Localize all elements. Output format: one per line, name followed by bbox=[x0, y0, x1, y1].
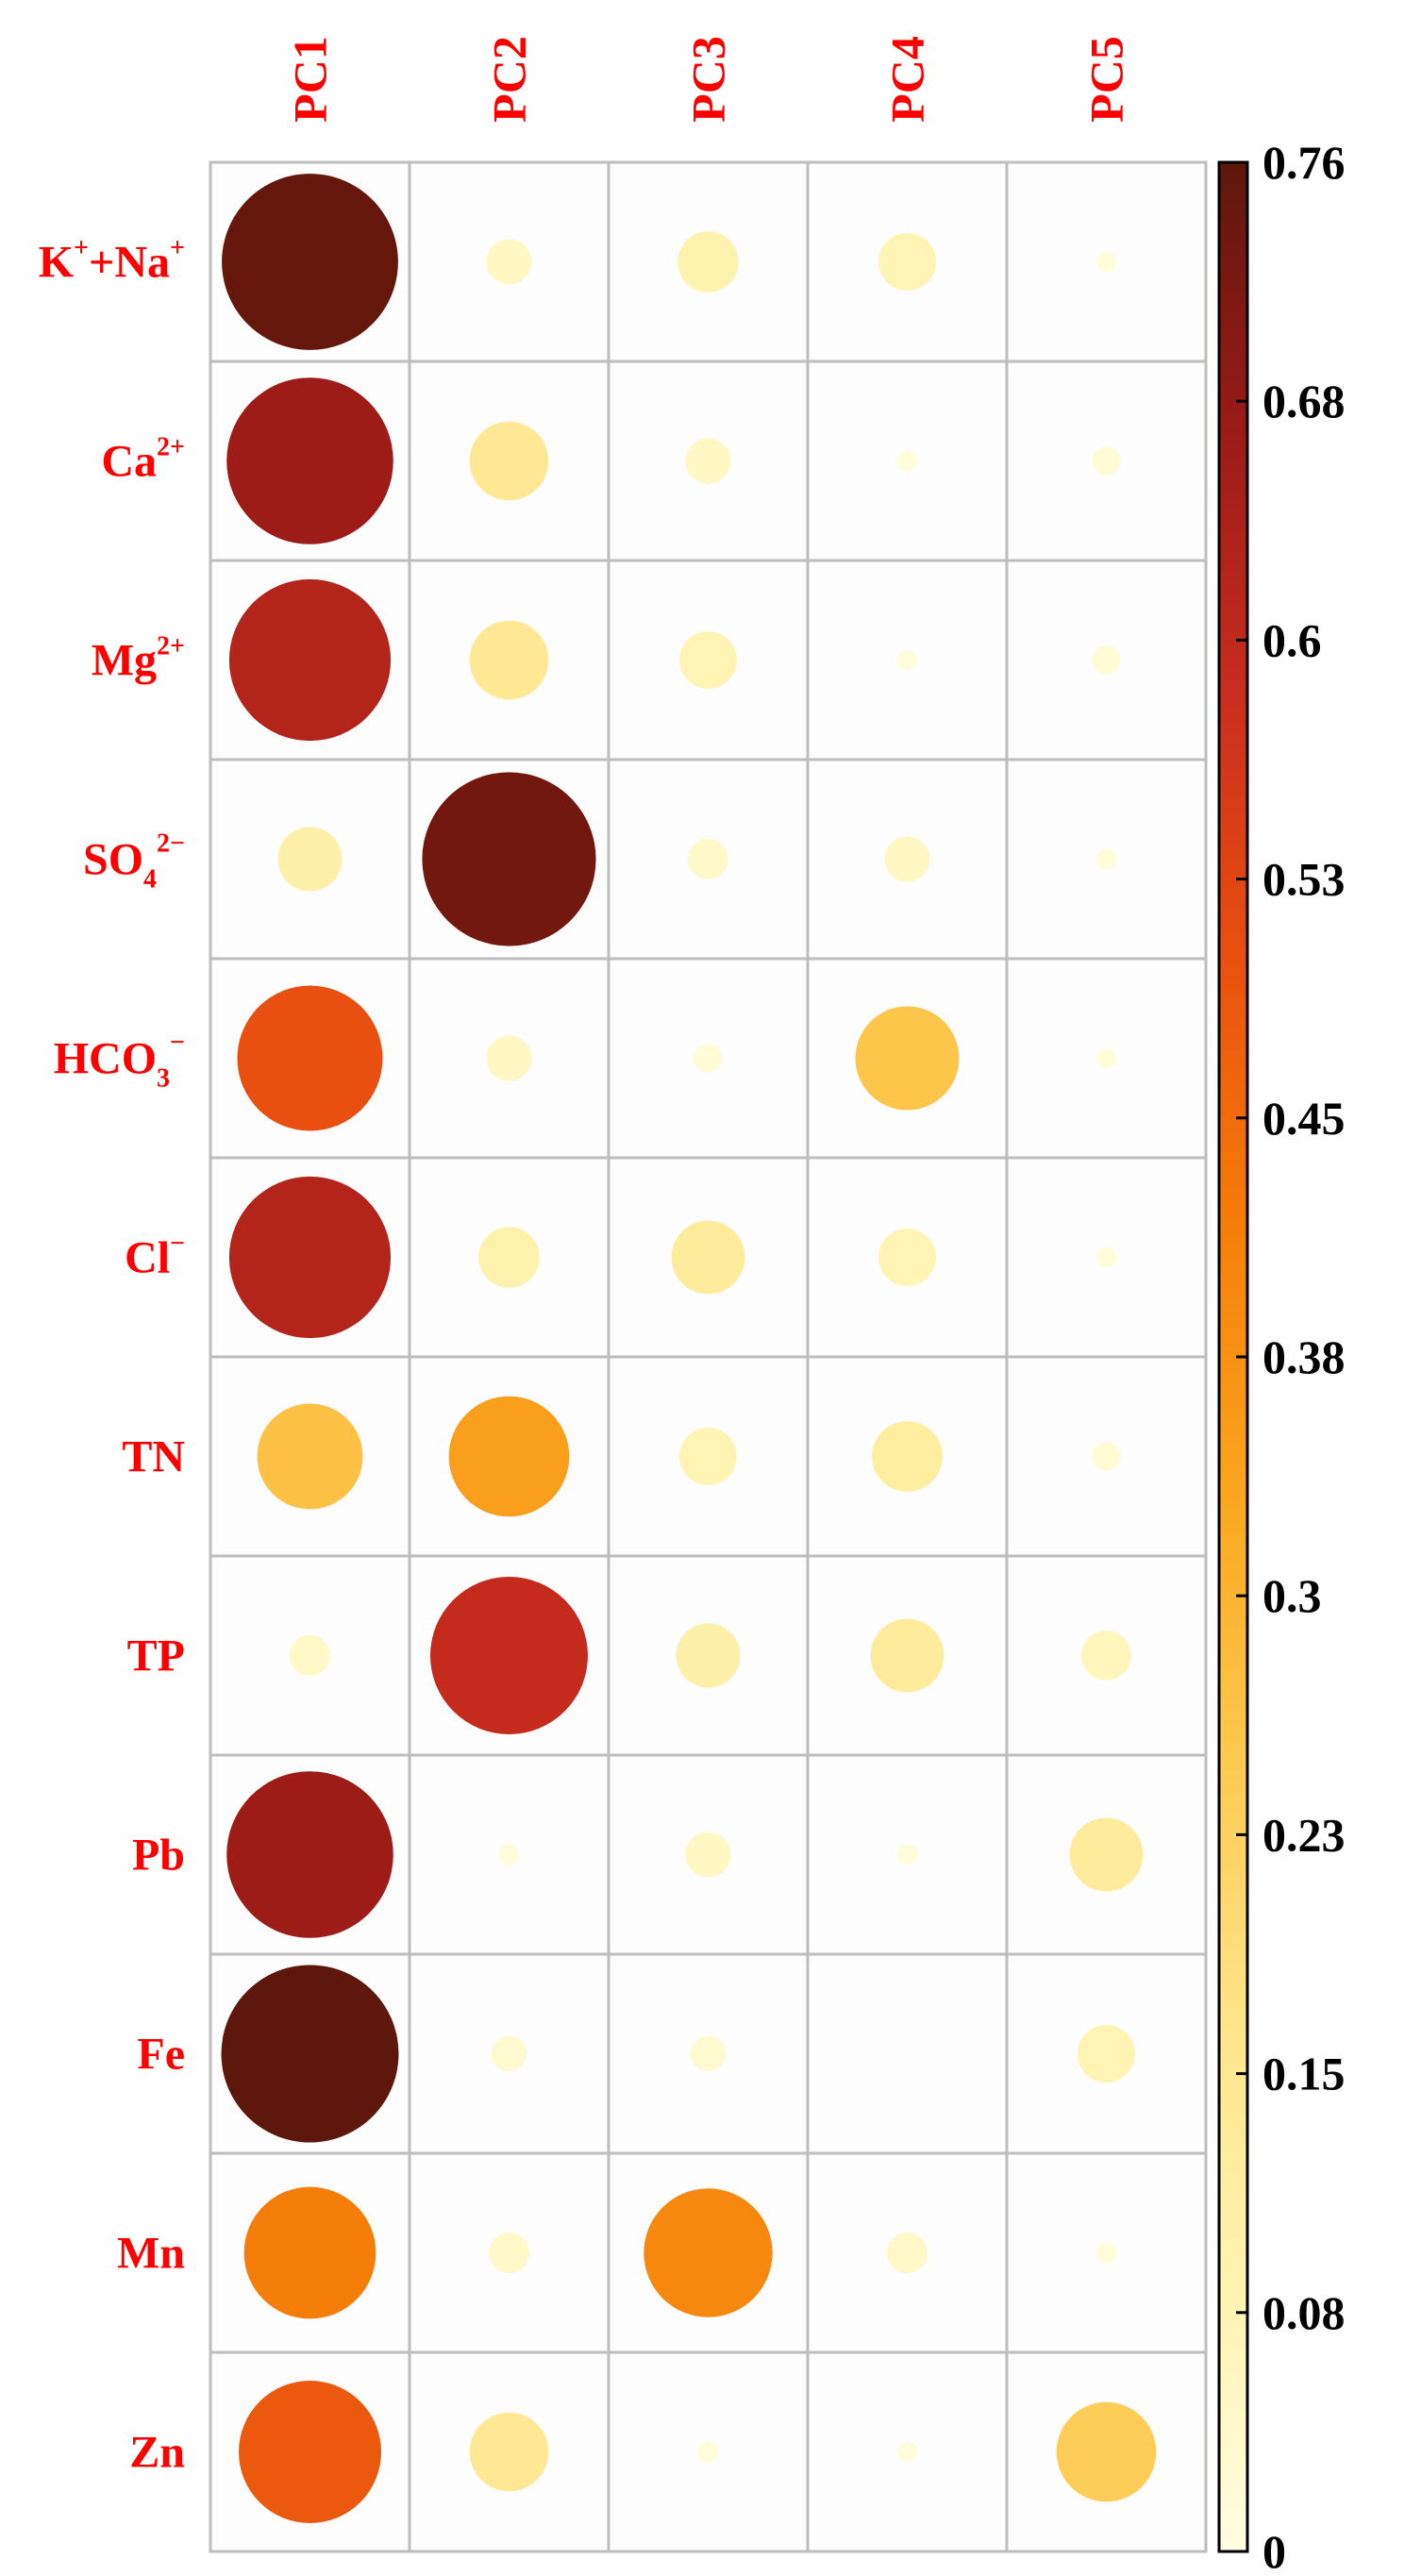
bubble-pc2-row-10 bbox=[491, 2035, 527, 2072]
bubble-pc1-row-11 bbox=[243, 2186, 376, 2319]
bubble-pc1-row-6 bbox=[228, 1176, 392, 1339]
grid-cell bbox=[1005, 559, 1208, 761]
bubble-pc4-row-12 bbox=[896, 2441, 918, 2463]
bubble-pc2-row-7 bbox=[448, 1396, 570, 1517]
colorbar: 0.76 0.68 0.6 0.53 0.45 0.38 0.3 0.23 0.15 0.08 0 bbox=[1217, 136, 1346, 2576]
colorbar-tick-label: 0 bbox=[1262, 2525, 1286, 2576]
bubble-pc3-row-7 bbox=[679, 1428, 737, 1485]
bubble-pc3-row-4 bbox=[687, 838, 729, 880]
grid-cell bbox=[607, 360, 810, 562]
bubble-pc3-row-1 bbox=[677, 231, 739, 293]
bubble-pc3-row-6 bbox=[671, 1220, 745, 1295]
bubble-pc2-row-4 bbox=[422, 772, 596, 946]
bubble-pc1-row-9 bbox=[226, 1771, 393, 1938]
bubble-pc1-row-5 bbox=[237, 985, 383, 1131]
bubble-pc2-row-2 bbox=[469, 421, 549, 501]
column-label-pc1: PC1 bbox=[284, 36, 337, 123]
colorbar-tick-label: 0.23 bbox=[1262, 1808, 1346, 1861]
bubble-pc1-row-4 bbox=[277, 827, 343, 892]
grid-cell bbox=[408, 957, 610, 1160]
bubble-pc4-row-2 bbox=[896, 450, 918, 472]
bubble-pc1-row-10 bbox=[221, 1965, 399, 2143]
bubble-pc2-row-5 bbox=[486, 1035, 532, 1081]
bubble-pc5-row-4 bbox=[1095, 848, 1117, 870]
row-label: Ca2+ bbox=[101, 433, 185, 487]
bubble-pc2-row-8 bbox=[430, 1577, 588, 1734]
bubble-pc4-row-4 bbox=[884, 836, 930, 882]
row-label: K++Na+ bbox=[39, 234, 185, 288]
bubble-pc2-row-3 bbox=[469, 620, 549, 700]
row-label: TN bbox=[122, 1432, 185, 1482]
bubble-pc5-row-12 bbox=[1056, 2401, 1157, 2502]
bubble-pc3-row-12 bbox=[697, 2441, 719, 2463]
colorbar-tick-label: 0.6 bbox=[1262, 613, 1322, 666]
bubble-pc3-row-3 bbox=[679, 631, 737, 689]
grid-cell bbox=[806, 559, 1009, 761]
row-labels: K++Na+ Ca2+ Mg2+ SO42− HCO3− Cl− TN TP Pb Fe Mn Zn bbox=[39, 234, 186, 2478]
column-label-pc3: PC3 bbox=[682, 36, 735, 123]
bubble-pc3-row-11 bbox=[644, 2188, 773, 2317]
column-label-pc5: PC5 bbox=[1080, 36, 1133, 123]
bubbles bbox=[221, 174, 1157, 2523]
bubble-pc5-row-3 bbox=[1092, 645, 1121, 675]
colorbar-tick-label: 0.08 bbox=[1262, 2286, 1346, 2339]
column-label-pc4: PC4 bbox=[881, 36, 934, 123]
bubble-pc4-row-6 bbox=[878, 1229, 936, 1286]
row-label: Mg2+ bbox=[92, 632, 185, 686]
grid-cell bbox=[806, 1952, 1009, 2155]
bubble-pc2-row-12 bbox=[469, 2412, 549, 2492]
colorbar-tick-label: 0.76 bbox=[1262, 136, 1346, 189]
colorbar-tick-label: 0.45 bbox=[1262, 1092, 1346, 1145]
bubble-pc1-row-12 bbox=[239, 2381, 381, 2523]
bubble-pc4-row-5 bbox=[855, 1006, 960, 1111]
bubble-pc1-row-8 bbox=[289, 1634, 331, 1677]
bubble-pc5-row-10 bbox=[1078, 2025, 1135, 2083]
bubble-pc5-row-5 bbox=[1095, 1047, 1117, 1069]
bubble-pc5-row-8 bbox=[1081, 1631, 1131, 1681]
bubble-pc4-row-9 bbox=[896, 1844, 918, 1865]
grid-cell bbox=[806, 1554, 1009, 1757]
bubble-pc5-row-6 bbox=[1095, 1246, 1117, 1268]
bubble-pc1-row-2 bbox=[226, 377, 393, 544]
row-label: Pb bbox=[132, 1831, 185, 1881]
row-label: Mn bbox=[117, 2229, 185, 2279]
row-label: Cl− bbox=[125, 1229, 185, 1283]
row-label: Zn bbox=[129, 2428, 185, 2478]
bubble-pc1-row-3 bbox=[228, 578, 392, 742]
bubble-pc3-row-5 bbox=[694, 1044, 723, 1073]
bubble-pc2-row-6 bbox=[478, 1227, 540, 1288]
bubble-pc4-row-7 bbox=[872, 1421, 943, 1492]
bubble-pc5-row-2 bbox=[1092, 446, 1121, 476]
bubble-pc2-row-11 bbox=[488, 2232, 530, 2274]
bubble-pc2-row-1 bbox=[486, 239, 532, 285]
colorbar-tick-label: 0.53 bbox=[1262, 853, 1346, 906]
bubble-pc3-row-2 bbox=[685, 438, 731, 484]
bubble-pc1-row-1 bbox=[222, 174, 398, 350]
bubble-pc2-row-9 bbox=[498, 1844, 520, 1865]
colorbar-tick-label: 0.38 bbox=[1262, 1330, 1346, 1383]
row-label: SO42− bbox=[83, 829, 185, 895]
row-label: Fe bbox=[137, 2030, 185, 2080]
bubble-pc4-row-8 bbox=[870, 1618, 945, 1693]
bubble-pc4-row-11 bbox=[886, 2232, 928, 2274]
column-labels: PC1 PC2 PC3 PC4 PC5 bbox=[284, 36, 1133, 123]
bubble-pc3-row-10 bbox=[690, 2035, 727, 2072]
bubble-pc4-row-3 bbox=[896, 649, 918, 671]
row-label: TP bbox=[127, 1631, 185, 1681]
bubble-pc5-row-1 bbox=[1095, 251, 1117, 273]
bubble-pc5-row-7 bbox=[1092, 1442, 1121, 1471]
bubble-pc1-row-7 bbox=[257, 1403, 363, 1510]
bubble-pc3-row-9 bbox=[685, 1832, 731, 1878]
colorbar-tick-label: 0.68 bbox=[1262, 375, 1346, 427]
bubble-pc5-row-11 bbox=[1095, 2242, 1117, 2264]
row-label: HCO3− bbox=[54, 1029, 185, 1094]
bubble-pc4-row-1 bbox=[878, 233, 936, 291]
bubble-pc3-row-8 bbox=[676, 1623, 741, 1688]
bubble-pc5-row-9 bbox=[1069, 1817, 1144, 1892]
column-label-pc2: PC2 bbox=[483, 36, 536, 123]
colorbar-tick-label: 0.15 bbox=[1262, 2048, 1346, 2100]
colorbar-tick-label: 0.3 bbox=[1262, 1569, 1322, 1622]
